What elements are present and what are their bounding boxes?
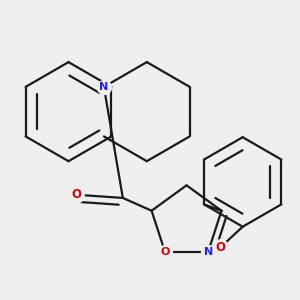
- Text: N: N: [99, 82, 109, 92]
- Text: O: O: [215, 241, 225, 254]
- Text: N: N: [203, 247, 213, 257]
- Text: O: O: [71, 188, 82, 201]
- Text: O: O: [160, 247, 170, 257]
